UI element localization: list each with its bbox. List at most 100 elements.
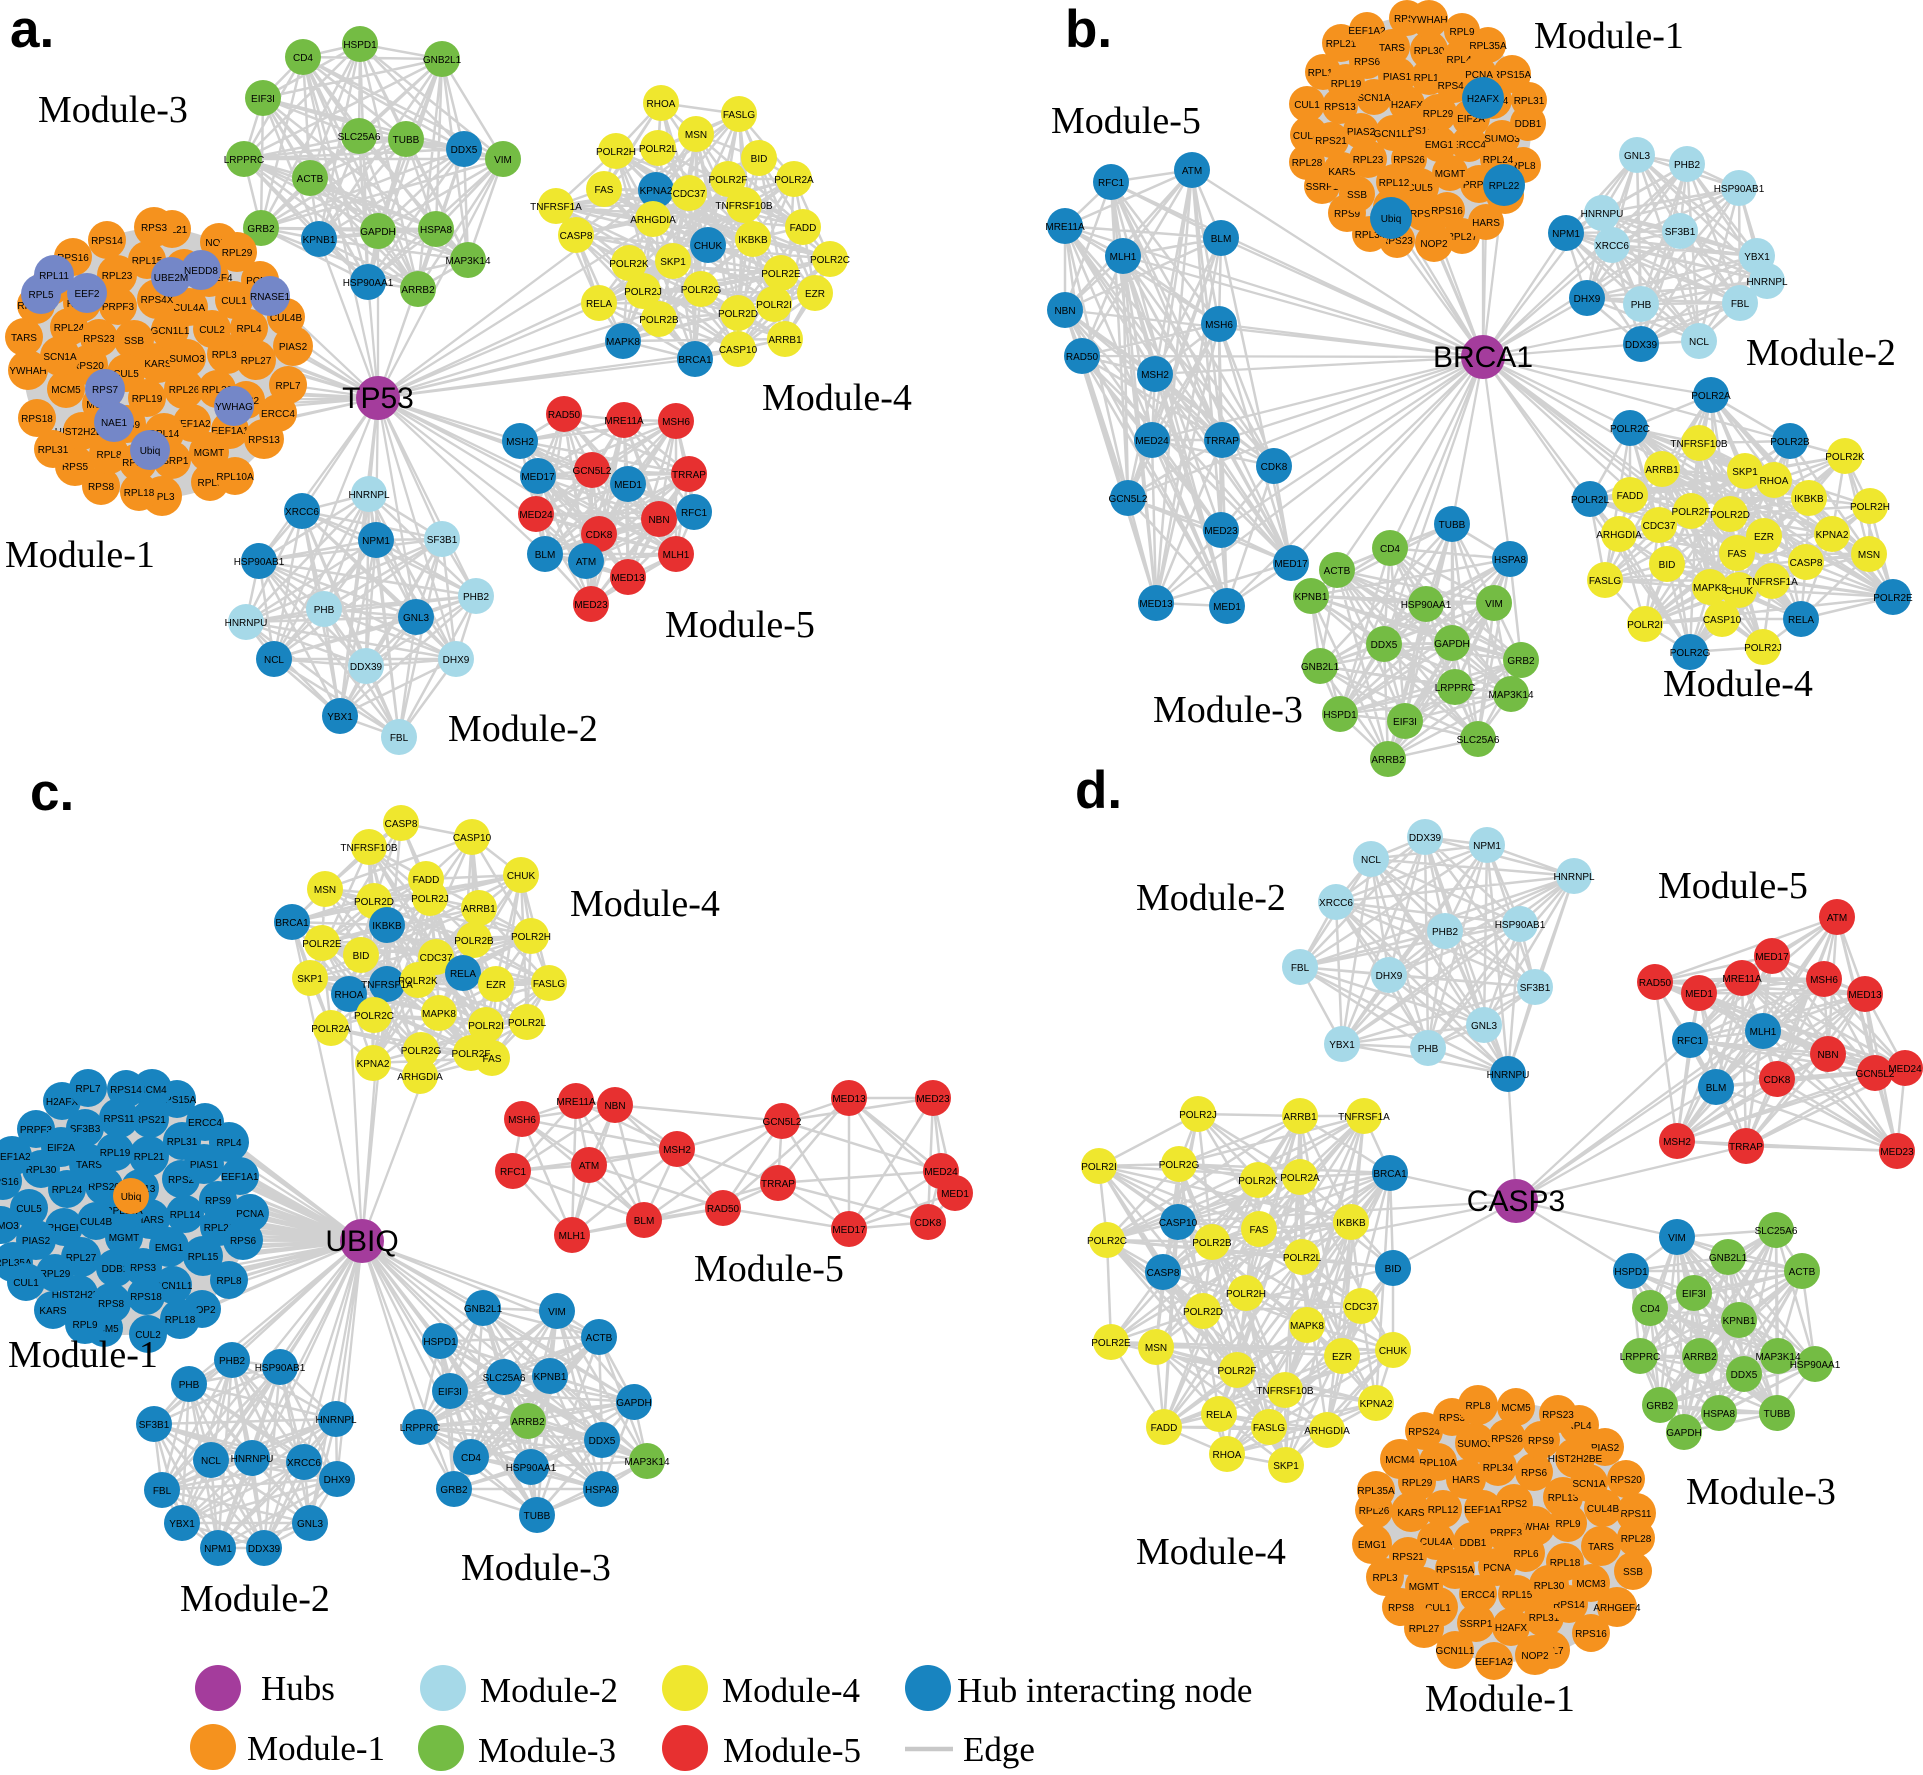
svg-text:HNRNPU: HNRNPU <box>231 1454 274 1465</box>
svg-text:MAP3K14: MAP3K14 <box>1755 1352 1800 1363</box>
svg-text:TUBB: TUBB <box>1764 1409 1791 1420</box>
svg-text:RNASE1: RNASE1 <box>250 292 290 303</box>
svg-text:HSP90AA1: HSP90AA1 <box>506 1463 557 1474</box>
svg-text:RPL24: RPL24 <box>54 323 85 334</box>
svg-text:POLR2H: POLR2H <box>1850 502 1890 513</box>
svg-text:POLR2H: POLR2H <box>511 932 551 943</box>
svg-text:EZR: EZR <box>486 980 506 991</box>
svg-text:POLR2K: POLR2K <box>609 259 649 270</box>
svg-text:Module-2: Module-2 <box>480 1671 618 1710</box>
svg-text:VIM: VIM <box>1668 1233 1686 1244</box>
svg-text:CASP10: CASP10 <box>453 833 492 844</box>
svg-text:SUMO3: SUMO3 <box>169 354 205 365</box>
svg-text:YBX1: YBX1 <box>169 1519 195 1530</box>
svg-text:RPL35A: RPL35A <box>1469 41 1507 52</box>
svg-text:RPL10A: RPL10A <box>216 472 254 483</box>
svg-text:HSP90AB1: HSP90AB1 <box>1714 184 1765 195</box>
svg-text:RPL24: RPL24 <box>1483 155 1514 166</box>
svg-text:SSB: SSB <box>1347 190 1367 201</box>
svg-text:RPS18: RPS18 <box>130 1292 162 1303</box>
svg-text:CUL4B: CUL4B <box>270 313 303 324</box>
svg-text:GNB2L1: GNB2L1 <box>1301 662 1340 673</box>
svg-text:MED17: MED17 <box>1274 559 1308 570</box>
svg-text:SSB: SSB <box>124 336 144 347</box>
svg-text:KPNB1: KPNB1 <box>534 1372 567 1383</box>
svg-text:CDC37: CDC37 <box>420 953 453 964</box>
svg-text:PHB2: PHB2 <box>219 1356 246 1367</box>
svg-text:ERCC4: ERCC4 <box>188 1118 222 1129</box>
svg-text:MGMT: MGMT <box>109 1233 140 1244</box>
svg-text:RPL15: RPL15 <box>1502 1590 1533 1601</box>
svg-text:RPS14: RPS14 <box>110 1085 142 1096</box>
svg-text:RHOA: RHOA <box>1760 476 1789 487</box>
svg-text:MED1: MED1 <box>1685 989 1713 1000</box>
svg-text:PIAS2: PIAS2 <box>279 342 308 353</box>
svg-text:KPNA2: KPNA2 <box>357 1059 390 1070</box>
svg-text:SSB: SSB <box>1623 1567 1643 1578</box>
svg-text:HIST2H2BE: HIST2H2BE <box>52 1290 107 1301</box>
svg-text:KARS: KARS <box>1328 167 1356 178</box>
svg-text:FASLG: FASLG <box>1253 1423 1285 1434</box>
svg-text:Module-2: Module-2 <box>180 1578 330 1620</box>
svg-text:RPS26: RPS26 <box>1393 155 1425 166</box>
svg-text:BRCA1: BRCA1 <box>1433 341 1533 374</box>
svg-text:YWHAG: YWHAG <box>215 402 253 413</box>
svg-text:NBN: NBN <box>1817 1050 1838 1061</box>
svg-text:MAPK8: MAPK8 <box>1693 583 1727 594</box>
svg-text:EEF2: EEF2 <box>74 289 99 300</box>
svg-text:FASLG: FASLG <box>533 979 565 990</box>
svg-text:SKP1: SKP1 <box>1273 1461 1299 1472</box>
svg-text:MRE11A: MRE11A <box>604 416 644 427</box>
svg-text:RPS11: RPS11 <box>104 1114 135 1125</box>
svg-text:RPL18: RPL18 <box>165 1315 196 1326</box>
svg-text:DHX9: DHX9 <box>1574 294 1601 305</box>
svg-text:MED24: MED24 <box>1135 436 1169 447</box>
svg-text:RPS4X: RPS4X <box>1438 81 1471 92</box>
svg-text:HSP90AB1: HSP90AB1 <box>234 557 285 568</box>
svg-text:YBX1: YBX1 <box>327 712 353 723</box>
svg-text:RPS16: RPS16 <box>0 1177 19 1188</box>
svg-text:TRRAP: TRRAP <box>672 470 706 481</box>
svg-text:RPL15: RPL15 <box>188 1252 219 1263</box>
svg-text:LRPPRC: LRPPRC <box>1620 1352 1661 1363</box>
svg-text:RAD50: RAD50 <box>1066 352 1099 363</box>
svg-text:HSPA8: HSPA8 <box>1703 1409 1735 1420</box>
svg-text:RPS8: RPS8 <box>98 1299 125 1310</box>
svg-text:ATM: ATM <box>1827 913 1847 924</box>
svg-text:XRCC6: XRCC6 <box>1595 241 1629 252</box>
svg-text:DDX39: DDX39 <box>1409 833 1442 844</box>
svg-text:Module-4: Module-4 <box>570 883 720 925</box>
svg-text:RPL3: RPL3 <box>149 492 174 503</box>
svg-text:FAS: FAS <box>483 1054 502 1065</box>
svg-text:TNFRSF1A: TNFRSF1A <box>361 980 413 991</box>
svg-text:GCN5L2: GCN5L2 <box>1109 494 1148 505</box>
svg-text:POLR2I: POLR2I <box>468 1021 504 1032</box>
svg-text:RPL21: RPL21 <box>134 1152 165 1163</box>
svg-text:H2AFX: H2AFX <box>1495 1623 1528 1634</box>
svg-text:HSPA8: HSPA8 <box>420 225 452 236</box>
svg-text:GRB2: GRB2 <box>440 1485 468 1496</box>
svg-text:PHB: PHB <box>179 1380 200 1391</box>
svg-text:CDC37: CDC37 <box>673 189 706 200</box>
svg-text:RPS23: RPS23 <box>1381 236 1413 247</box>
svg-text:HSPD1: HSPD1 <box>1614 1267 1648 1278</box>
svg-text:EMG1: EMG1 <box>1358 1540 1387 1551</box>
svg-text:BRCA1: BRCA1 <box>678 355 712 366</box>
svg-text:HSP90AA1: HSP90AA1 <box>1790 1360 1841 1371</box>
svg-text:GCN5L2: GCN5L2 <box>763 1117 802 1128</box>
svg-text:PHB: PHB <box>314 605 335 616</box>
svg-text:HNRNPL: HNRNPL <box>315 1415 357 1426</box>
svg-text:CASP10: CASP10 <box>1703 615 1742 626</box>
svg-text:POLR2B: POLR2B <box>639 315 679 326</box>
svg-text:HARS: HARS <box>136 1215 164 1226</box>
svg-text:TP53: TP53 <box>342 382 414 415</box>
svg-text:RPS15A: RPS15A <box>1436 1565 1475 1576</box>
svg-text:MSN: MSN <box>1145 1343 1167 1354</box>
svg-text:ARHGEF4: ARHGEF4 <box>40 1223 88 1234</box>
svg-text:HIST2H2BE: HIST2H2BE <box>55 427 110 438</box>
svg-text:DDB1: DDB1 <box>1460 1538 1487 1549</box>
svg-text:CASP10: CASP10 <box>1159 1218 1198 1229</box>
svg-text:ATM: ATM <box>576 557 596 568</box>
svg-text:TNFRSF1A: TNFRSF1A <box>1746 577 1798 588</box>
svg-text:DDX5: DDX5 <box>1371 640 1398 651</box>
